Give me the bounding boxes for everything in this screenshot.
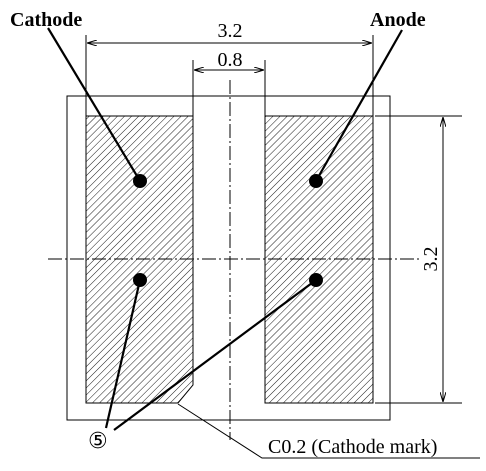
anode-leader — [315, 29, 403, 182]
cathode-leader — [47, 27, 141, 182]
callout-leader — [104, 279, 142, 429]
anode-label: Anode — [370, 9, 426, 31]
width-dimension: 3.2 — [218, 20, 243, 42]
height-dimension: 3.2 — [420, 247, 442, 272]
callout-number: ⑤ — [88, 429, 108, 454]
chamfer-note: C0.2 (Cathode mark) — [268, 436, 437, 458]
cathode-label: Cathode — [10, 9, 82, 31]
dots — [133, 174, 323, 287]
gap-dimension: 0.8 — [218, 49, 243, 71]
callout-leader — [113, 279, 317, 431]
dimensions — [85, 35, 462, 404]
outline — [66, 95, 391, 421]
chamfer-leader — [177, 403, 480, 459]
